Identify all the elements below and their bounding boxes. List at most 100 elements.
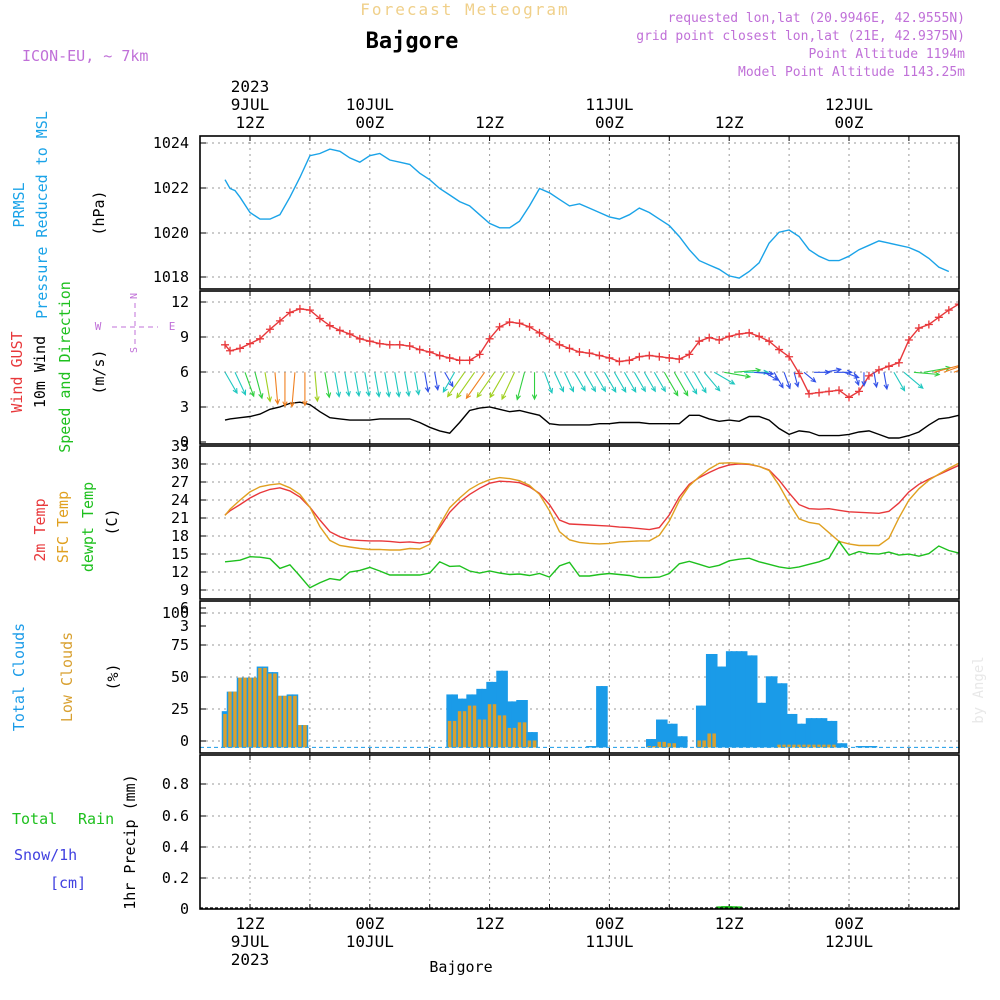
wind-arrow <box>713 371 736 385</box>
gust-point <box>285 308 294 317</box>
low-clouds-bar <box>832 744 836 748</box>
wind-arrow <box>893 372 906 392</box>
low-clouds-bar <box>283 695 287 748</box>
y-tick-label: 9 <box>180 328 189 346</box>
gust-point <box>894 358 903 367</box>
wind-arrow <box>883 372 889 391</box>
gust-point <box>455 356 464 365</box>
wind-arrow <box>734 367 762 374</box>
wind-arrow <box>254 372 264 400</box>
low-clouds-bar <box>452 720 457 748</box>
y-tick-label: 21 <box>171 509 189 527</box>
wind-arrow <box>274 372 281 406</box>
gust-point <box>675 355 684 364</box>
bottom-time-label-2-0: 12Z <box>475 914 504 933</box>
precip-label-unit: 1hr Precip (mm) <box>121 774 139 909</box>
total-clouds-bar <box>835 743 843 748</box>
gust-point <box>635 352 644 361</box>
low-clouds-bar <box>273 673 277 748</box>
wind-arrow <box>446 371 466 398</box>
gust-point <box>525 322 534 331</box>
gust-point <box>226 346 235 355</box>
low-clouds-bar <box>303 725 307 748</box>
wind-arrow <box>224 372 238 395</box>
gust-point <box>295 304 304 313</box>
y-tick-label: 27 <box>171 473 189 491</box>
bottom-time-label-1-1: 10JUL <box>346 932 394 951</box>
wind-arrow <box>814 369 831 375</box>
wind-arrow <box>442 372 456 393</box>
y-tick-label: 3 <box>180 617 189 635</box>
total-clouds-bar <box>860 746 868 748</box>
y-tick-label: 0 <box>180 433 189 451</box>
low-clouds-bar <box>298 725 302 748</box>
gust-point <box>765 337 774 346</box>
wind-arrow <box>763 371 779 381</box>
pressure-label-unit: (hPa) <box>90 190 108 235</box>
wind-arrow <box>465 371 486 400</box>
pressure-label-msl: Pressure Reduced to MSL <box>33 111 51 319</box>
total-clouds-bar <box>815 718 823 748</box>
gust-point <box>854 387 863 396</box>
gust-point <box>845 393 853 402</box>
total-clouds-bar <box>760 702 768 748</box>
rain-bar <box>716 906 723 909</box>
low-clouds-bar <box>258 667 262 748</box>
total-clouds-bar <box>601 686 608 748</box>
bottom-time-label-0-0: 12Z <box>236 914 265 933</box>
precip-label-rain: Rain <box>78 810 114 828</box>
total-clouds-bar <box>670 723 678 748</box>
bottom-time-label-0-1: 9JUL <box>231 932 270 951</box>
y-tick-label: 75 <box>171 636 189 654</box>
gust-point <box>755 332 764 341</box>
total-clouds-bar <box>720 666 728 748</box>
wind-arrow <box>553 372 565 393</box>
gust-point <box>465 356 474 365</box>
supertitle: Forecast Meteogram <box>360 0 569 19</box>
total-clouds-bar <box>780 683 788 748</box>
wind-arrow <box>603 372 617 393</box>
low-clouds-bar <box>777 744 781 748</box>
low-clouds-bar <box>263 667 267 748</box>
wind-marks <box>221 300 959 439</box>
bottom-time-label-5-0: 00Z <box>835 914 864 933</box>
low-clouds-bar <box>817 744 821 748</box>
wind-label-10m: 10m Wind <box>31 336 49 408</box>
wind-arrow <box>289 372 296 408</box>
bottom-time-label-1-0: 00Z <box>355 914 384 933</box>
total-clouds-bar <box>785 713 793 748</box>
wind-arrow <box>623 372 637 393</box>
wind-arrow <box>903 371 924 389</box>
wind-arrow <box>264 372 273 403</box>
gust-point <box>815 388 824 397</box>
panel-frame <box>199 445 960 600</box>
bottom-time-label-3-0: 00Z <box>595 914 624 933</box>
wind-arrow <box>573 372 586 392</box>
low-clouds-bar <box>492 704 497 748</box>
rain-bar <box>736 906 743 909</box>
wind-arrow <box>873 372 879 389</box>
total-clouds-bar <box>675 736 683 748</box>
series-line-sfc-temp <box>224 462 959 551</box>
low-clouds-bar <box>447 720 452 748</box>
low-clouds-bar <box>827 744 831 748</box>
wind-arrow <box>434 372 440 391</box>
gust-point <box>775 345 784 354</box>
total-clouds-bar <box>715 666 723 748</box>
wind-arrow <box>354 372 361 398</box>
gust-point <box>924 320 933 329</box>
wind-arrow <box>324 372 332 399</box>
low-clouds-bar <box>233 691 237 748</box>
wind-arrow <box>501 372 516 401</box>
total-clouds-bar <box>855 746 863 748</box>
low-clouds-bar <box>712 733 717 748</box>
gust-point <box>425 347 434 356</box>
pressure-panel: 1024 1022 1020 1018 <box>153 134 960 290</box>
clouds-panel: 100 75 50 25 0 <box>162 600 960 754</box>
clouds-label-low: Low Clouds <box>58 632 76 722</box>
y-tick-label: 18 <box>171 527 189 545</box>
wind-label-gust: Wind GUST <box>8 331 26 412</box>
gust-point <box>785 352 794 361</box>
gust-point <box>605 353 614 362</box>
total-clouds-bar <box>805 718 813 748</box>
